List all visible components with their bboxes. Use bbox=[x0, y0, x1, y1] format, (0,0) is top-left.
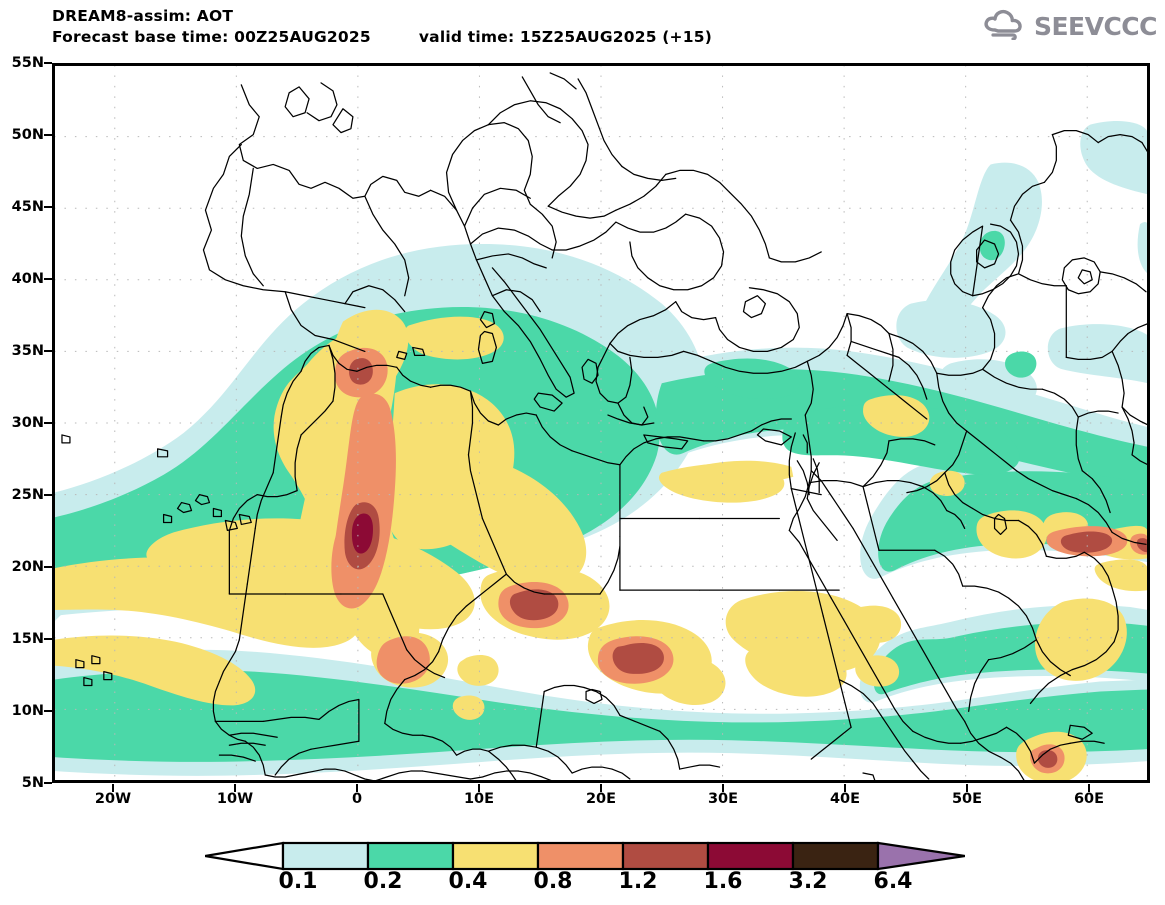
colorbar-tick-label: 3.2 bbox=[788, 869, 828, 894]
aot-band-1.6 bbox=[351, 513, 373, 554]
chart-header: DREAM8-assim: AOT Forecast base time: 00… bbox=[52, 6, 712, 48]
y-tick-mark bbox=[44, 278, 52, 280]
colorbar-tick-label: 1.2 bbox=[618, 869, 658, 894]
x-tick-label: 20W bbox=[94, 791, 132, 807]
colorbar-seg-1.6 bbox=[706, 841, 795, 871]
forecast-base-time: Forecast base time: 00Z25AUG2025 bbox=[52, 28, 371, 46]
y-tick-mark bbox=[44, 494, 52, 496]
y-tick-label: 30N bbox=[11, 415, 44, 431]
x-tick-label: 10E bbox=[463, 791, 495, 807]
colorbar-seg-0.1 bbox=[281, 841, 370, 871]
valid-time: valid time: 15Z25AUG2025 (+15) bbox=[418, 28, 713, 46]
y-tick-label: 10N bbox=[11, 703, 44, 719]
y-tick-label: 50N bbox=[11, 127, 44, 143]
x-tick-label: 50E bbox=[951, 791, 983, 807]
aot-contour-layer bbox=[54, 121, 1148, 781]
y-tick-mark bbox=[44, 566, 52, 568]
x-tick-label: 40E bbox=[829, 791, 861, 807]
y-tick-label: 35N bbox=[11, 343, 44, 359]
y-tick-label: 20N bbox=[11, 559, 44, 575]
coastline-layer bbox=[61, 72, 1148, 781]
seevccc-logo: SEEVCCC bbox=[982, 8, 1158, 44]
colorbar-over-arrow bbox=[876, 841, 965, 871]
x-tick-mark bbox=[356, 784, 358, 792]
y-tick-label: 25N bbox=[11, 487, 44, 503]
x-tick-label: 10W bbox=[216, 791, 254, 807]
colorbar-seg-0.4 bbox=[451, 841, 540, 871]
y-tick-mark bbox=[44, 134, 52, 136]
y-tick-mark bbox=[44, 782, 52, 784]
y-tick-mark bbox=[44, 62, 52, 64]
colorbar-seg-0.8 bbox=[536, 841, 625, 871]
colorbar-under-arrow bbox=[205, 841, 285, 871]
colorbar-tick-label: 0.1 bbox=[278, 869, 318, 894]
x-tick-mark bbox=[722, 784, 724, 792]
logo-text: SEEVCCC bbox=[1033, 11, 1158, 41]
y-tick-mark bbox=[44, 710, 52, 712]
cloud-wind-icon bbox=[982, 8, 1028, 44]
colorbar-seg-0.2 bbox=[366, 841, 455, 871]
x-tick-label: 60E bbox=[1073, 791, 1105, 807]
colorbar-seg-1.2 bbox=[621, 841, 710, 871]
colorbar-tick-label: 0.2 bbox=[363, 869, 403, 894]
colorbar-seg-3.2 bbox=[791, 841, 880, 871]
x-tick-mark bbox=[600, 784, 602, 792]
x-tick-label: 30E bbox=[707, 791, 739, 807]
y-tick-label: 15N bbox=[11, 631, 44, 647]
colorbar-tick-label: 0.8 bbox=[533, 869, 573, 894]
y-tick-label: 40N bbox=[11, 271, 44, 287]
y-tick-mark bbox=[44, 206, 52, 208]
y-tick-label: 55N bbox=[11, 55, 44, 71]
x-tick-mark bbox=[966, 784, 968, 792]
aot-colorbar bbox=[205, 841, 965, 871]
x-tick-mark bbox=[112, 784, 114, 792]
y-tick-mark bbox=[44, 350, 52, 352]
y-tick-mark bbox=[44, 638, 52, 640]
model-title: DREAM8-assim: AOT bbox=[52, 7, 234, 25]
x-tick-mark bbox=[478, 784, 480, 792]
y-tick-label: 45N bbox=[11, 199, 44, 215]
x-tick-mark bbox=[844, 784, 846, 792]
colorbar-tick-label: 0.4 bbox=[448, 869, 488, 894]
x-tick-mark bbox=[234, 784, 236, 792]
x-tick-label: 20E bbox=[585, 791, 617, 807]
x-tick-mark bbox=[1088, 784, 1090, 792]
y-tick-label: 5N bbox=[21, 775, 44, 791]
y-tick-mark bbox=[44, 422, 52, 424]
header-spacer bbox=[371, 27, 419, 48]
time-line: Forecast base time: 00Z25AUG2025 valid t… bbox=[52, 27, 712, 48]
colorbar-tick-label: 6.4 bbox=[873, 869, 913, 894]
x-tick-label: 0 bbox=[351, 791, 363, 807]
grid-lines bbox=[54, 65, 1148, 781]
map-plot-area bbox=[52, 63, 1150, 783]
colorbar-tick-label: 1.6 bbox=[703, 869, 743, 894]
